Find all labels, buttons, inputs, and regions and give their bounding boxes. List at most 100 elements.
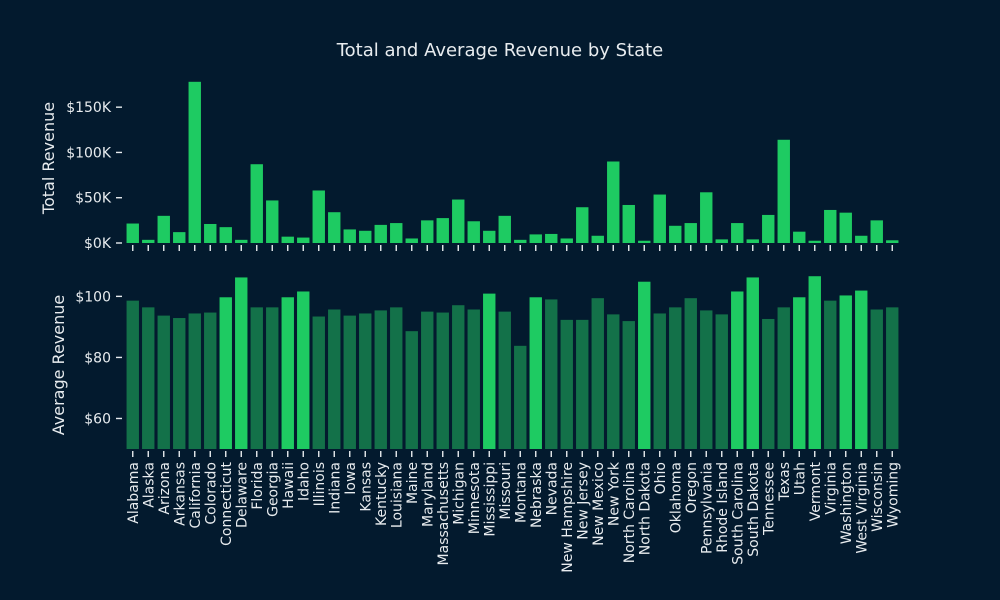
x-tick-label-north-carolina: North Carolina xyxy=(622,462,638,563)
x-tick-label-pennsylvania: Pennsylvania xyxy=(699,462,715,554)
total-bar-california xyxy=(188,81,201,243)
avg-bar-washington xyxy=(839,295,852,449)
x-tick-label-california: California xyxy=(188,462,204,528)
chart-title: Total and Average Revenue by State xyxy=(336,40,664,61)
y-tick-label: $60 xyxy=(84,411,111,427)
x-tick-label-utah: Utah xyxy=(792,462,808,495)
x-tick-label-georgia: Georgia xyxy=(265,462,281,517)
y-tick-label: $100K xyxy=(66,145,112,161)
total-bar-vermont xyxy=(808,240,821,243)
avg-bar-tennessee xyxy=(762,318,775,449)
avg-bar-kentucky xyxy=(374,310,387,449)
average-revenue-panel: $60 $80 $100 Average Revenue xyxy=(49,276,899,457)
x-tick-label-idaho: Idaho xyxy=(296,462,312,501)
y-tick-label: $100 xyxy=(75,289,111,305)
avg-bar-new-jersey xyxy=(576,319,589,449)
avg-bar-kansas xyxy=(359,313,372,449)
y-tick-label: $150K xyxy=(66,100,112,116)
avg-bar-indiana xyxy=(328,309,341,449)
total-bar-indiana xyxy=(328,212,341,243)
total-bar-oklahoma xyxy=(669,225,682,243)
x-tick-label-maine: Maine xyxy=(405,462,421,504)
avg-bar-nebraska xyxy=(529,297,542,449)
total-bar-colorado xyxy=(204,223,217,243)
x-tick-label-arizona: Arizona xyxy=(157,462,173,515)
total-bar-mississippi xyxy=(483,230,496,243)
x-tick-label-missouri: Missouri xyxy=(498,462,514,520)
total-bar-wyoming xyxy=(886,240,899,243)
avg-bar-maine xyxy=(405,331,418,449)
total-bar-wisconsin xyxy=(870,220,883,243)
total-bar-pennsylvania xyxy=(700,192,713,243)
avg-bar-delaware xyxy=(235,277,248,449)
x-tick-label-illinois: Illinois xyxy=(312,462,328,506)
total-bar-kansas xyxy=(359,230,372,243)
x-tick-label-new-mexico: New Mexico xyxy=(591,462,607,546)
x-tick-label-nevada: Nevada xyxy=(544,462,560,515)
total-bar-washington xyxy=(839,212,852,243)
avg-bar-arkansas xyxy=(173,318,186,449)
total-bar-maryland xyxy=(421,220,434,243)
total-bar-texas xyxy=(777,139,790,243)
avg-bar-texas xyxy=(777,307,790,449)
x-tick-label-maryland: Maryland xyxy=(420,462,436,527)
avg-bar-nevada xyxy=(545,299,558,449)
x-tick-label-vermont: Vermont xyxy=(808,461,824,521)
avg-bar-louisiana xyxy=(390,307,403,449)
total-bar-kentucky xyxy=(374,224,387,243)
x-tick-label-mississippi: Mississippi xyxy=(482,462,498,537)
total-bar-new-mexico xyxy=(591,235,604,243)
x-tick-label-florida: Florida xyxy=(250,462,266,510)
y-tick-label: $80 xyxy=(84,350,111,366)
total-bar-north-carolina xyxy=(622,204,635,243)
x-tick-label-minnesota: Minnesota xyxy=(467,462,483,534)
x-tick-label-washington: Washington xyxy=(839,462,855,544)
x-tick-label-kansas: Kansas xyxy=(358,462,374,512)
avg-bar-georgia xyxy=(266,307,279,449)
y-tick-label: $50K xyxy=(75,191,112,207)
x-tick-label-texas: Texas xyxy=(777,462,793,502)
avg-bar-oklahoma xyxy=(669,307,682,449)
total-revenue-panel: $0K $50K $100K $150K Total Revenue xyxy=(39,81,899,252)
avg-bar-idaho xyxy=(297,291,310,449)
x-tick-label-wisconsin: Wisconsin xyxy=(870,462,886,532)
avg-bar-rhode-island xyxy=(715,314,728,449)
avg-bar-ohio xyxy=(653,313,666,449)
avg-bar-north-dakota xyxy=(638,281,651,449)
x-tick-label-louisiana: Louisiana xyxy=(389,462,405,528)
x-tick-label-tennessee: Tennessee xyxy=(761,462,777,536)
avg-bar-connecticut xyxy=(219,297,232,449)
total-bar-missouri xyxy=(498,215,511,243)
x-tick-label-south-carolina: South Carolina xyxy=(730,462,746,565)
avg-bar-california xyxy=(188,313,201,449)
avg-bar-montana xyxy=(514,345,527,449)
avg-bar-arizona xyxy=(157,315,170,449)
avg-bar-south-carolina xyxy=(731,291,744,449)
total-bar-delaware xyxy=(235,239,248,243)
total-bar-alaska xyxy=(142,239,155,243)
total-bar-illinois xyxy=(312,190,325,243)
total-bar-new-york xyxy=(607,161,620,243)
avg-bar-vermont xyxy=(808,276,821,449)
avg-bar-mississippi xyxy=(483,293,496,449)
total-bar-nebraska xyxy=(529,234,542,243)
avg-bar-iowa xyxy=(343,315,356,449)
total-bar-rhode-island xyxy=(715,239,728,243)
x-tick-label-nebraska: Nebraska xyxy=(529,462,545,528)
total-bar-south-dakota xyxy=(746,239,759,243)
total-bar-new-hampshire xyxy=(560,238,573,243)
avg-bar-new-hampshire xyxy=(560,319,573,449)
total-bar-georgia xyxy=(266,200,279,243)
total-bar-montana xyxy=(514,239,527,243)
total-bar-north-dakota xyxy=(638,240,651,243)
x-tick-label-colorado: Colorado xyxy=(203,462,219,525)
avg-bar-maryland xyxy=(421,311,434,449)
total-bar-west-virginia xyxy=(855,235,868,243)
avg-bar-missouri xyxy=(498,311,511,449)
x-tick-labels: Alabama Alaska Arizona Arkansas California Co… xyxy=(126,461,902,573)
x-tick-label-iowa: Iowa xyxy=(343,462,359,495)
total-bar-arizona xyxy=(157,215,170,243)
avg-bar-north-carolina xyxy=(622,321,635,449)
total-bar-michigan xyxy=(452,199,465,243)
